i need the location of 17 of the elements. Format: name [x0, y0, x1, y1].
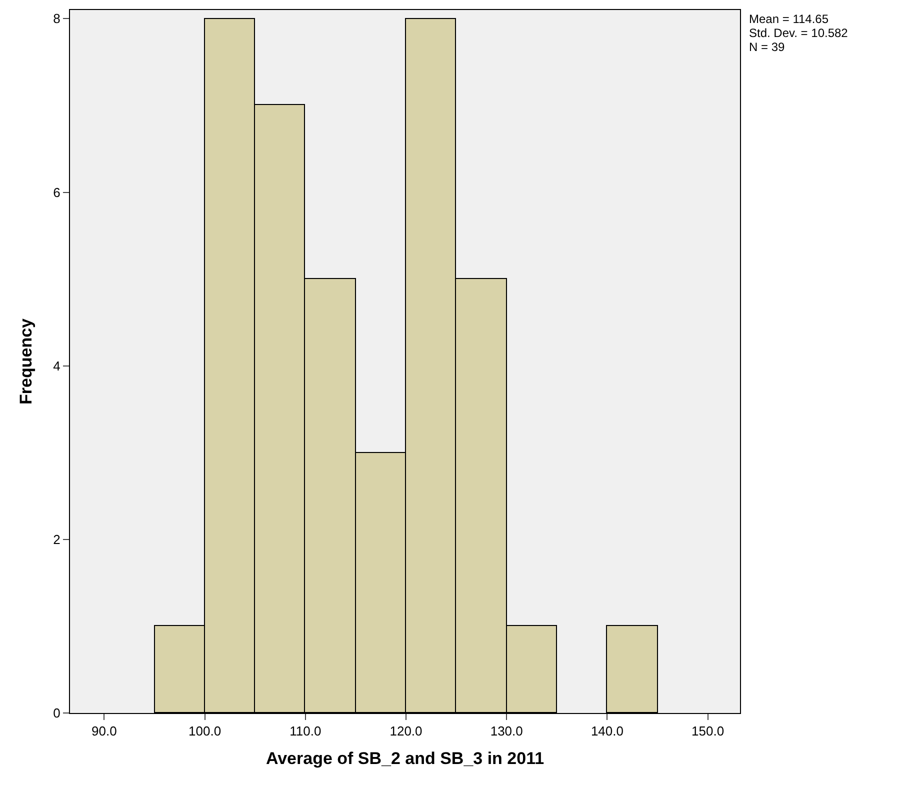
x-tick-label: 150.0 [692, 724, 724, 739]
x-tick-label: 110.0 [290, 724, 322, 739]
y-tick-label: 4 [53, 358, 60, 374]
y-tick-label: 6 [53, 184, 60, 200]
y-tick-label: 0 [53, 706, 60, 721]
y-axis-title: Frequency [16, 318, 36, 404]
x-tick-label: 120.0 [390, 724, 422, 739]
text: Std. Dev. = 10.582 [749, 26, 848, 40]
y-tick-label: 2 [53, 532, 60, 547]
x-tick-label: 100.0 [188, 724, 222, 739]
x-tick-label: 140.0 [590, 724, 624, 739]
text: Mean = 114.65 [749, 12, 829, 26]
x-tick-label: 130.0 [490, 724, 523, 739]
x-axis-title: Average of SB_2 and SB_3 in 2011 [266, 749, 544, 768]
x-tick-label: 90.0 [92, 724, 117, 739]
y-tick-label: 8 [53, 11, 60, 26]
text: N = 39 [749, 40, 786, 54]
